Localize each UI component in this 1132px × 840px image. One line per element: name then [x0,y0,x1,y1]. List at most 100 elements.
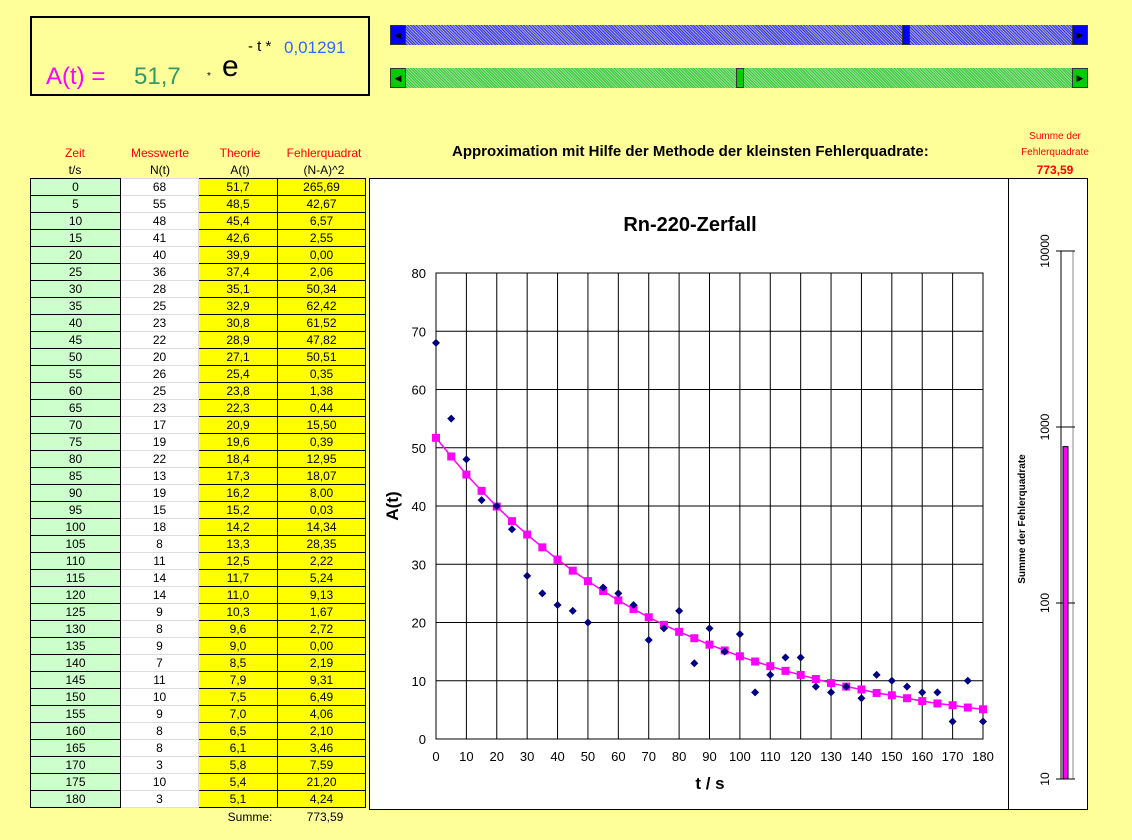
measured-point [492,502,501,510]
cell-messwert[interactable]: 18 [120,518,199,536]
cell-zeit: 170 [30,756,121,774]
error-sum-chart: 10 100 1000 10000 Summe der Fehlerquadrate [1008,178,1088,810]
a0-value: 51,7 [134,63,181,90]
scroll-right-arrow-icon[interactable]: ▶ [1072,25,1088,45]
table-row: 80 22 18,4 12,95 [30,450,366,468]
cell-messwert[interactable]: 3 [120,790,199,808]
cell-messwert[interactable]: 15 [120,501,199,519]
table-row: 0 68 51,7 265,69 [30,178,366,196]
decay-chart: Rn-220-Zerfall 0 10 20 30 40 50 60 70 80 90 100 110 1… [369,178,1009,810]
cell-fehlerquadrat: 8,00 [277,484,366,502]
table-row: 165 8 6,1 3,46 [30,739,366,757]
measured-point [523,571,532,580]
theory-point [644,613,653,622]
error-sum-axis-label: Summe der Fehlerquadrate [1017,454,1028,584]
cell-messwert[interactable]: 3 [120,756,199,774]
cell-messwert[interactable]: 25 [120,382,199,400]
y-tick-label: 60 [412,383,426,398]
header-zeit: Zeit [64,146,85,160]
cell-messwert[interactable]: 19 [120,433,199,451]
scroll-right-arrow-icon[interactable]: ▶ [1072,68,1088,88]
cell-fehlerquadrat: 15,50 [277,416,366,434]
cell-messwert[interactable]: 22 [120,331,199,349]
measured-point [735,630,744,639]
cell-fehlerquadrat: 3,46 [277,739,366,757]
cell-theorie: 45,4 [198,212,278,230]
scroll-thumb[interactable] [736,68,744,88]
measured-point [842,682,851,691]
cell-messwert[interactable]: 14 [120,586,199,604]
cell-messwert[interactable]: 8 [120,739,199,757]
cell-fehlerquadrat: 0,44 [277,399,366,417]
cell-messwert[interactable]: 7 [120,654,199,672]
measured-point [599,583,608,592]
cell-messwert[interactable]: 55 [120,195,199,213]
cell-messwert[interactable]: 9 [120,603,199,621]
cell-messwert[interactable]: 11 [120,671,199,689]
theory-point [979,705,987,714]
header-messwerte: Messwerte [130,146,189,160]
cell-theorie: 28,9 [198,331,278,349]
theory-point [690,634,699,643]
cell-messwert[interactable]: 11 [120,552,199,570]
cell-messwert[interactable]: 36 [120,263,199,281]
cell-messwert[interactable]: 68 [120,178,199,196]
cell-messwert[interactable]: 17 [120,416,199,434]
summe-label: Summe: [227,810,273,824]
cell-messwert[interactable]: 13 [120,467,199,485]
cell-theorie: 30,8 [198,314,278,332]
cell-messwert[interactable]: 28 [120,280,199,298]
table-row: 130 8 9,6 2,72 [30,620,366,638]
cell-zeit: 95 [30,501,121,519]
formula-box: A(t) = 51,7 * e - t * 0,01291 [30,16,370,96]
cell-zeit: 90 [30,484,121,502]
cell-zeit: 135 [30,637,121,655]
k-scrollbar[interactable]: ◀ ▶ [390,68,1088,88]
cell-messwert[interactable]: 23 [120,314,199,332]
cell-theorie: 11,0 [198,586,278,604]
cell-zeit: 80 [30,450,121,468]
cell-messwert[interactable]: 41 [120,229,199,247]
cell-messwert[interactable]: 8 [120,535,199,553]
scroll-left-arrow-icon[interactable]: ◀ [390,25,406,45]
header-theorie: Theorie [219,146,261,160]
scroll-left-arrow-icon[interactable]: ◀ [390,68,406,88]
cell-messwert[interactable]: 25 [120,297,199,315]
table-row: 25 36 37,4 2,06 [30,263,366,281]
measured-point [659,624,668,633]
theory-point [827,679,836,688]
x-tick-label: 0 [432,749,439,764]
cell-messwert[interactable]: 22 [120,450,199,468]
a0-scrollbar[interactable]: ◀ ▶ [390,25,1088,45]
cell-messwert[interactable]: 48 [120,212,199,230]
cell-messwert[interactable]: 20 [120,348,199,366]
cell-messwert[interactable]: 9 [120,705,199,723]
cell-messwert[interactable]: 8 [120,620,199,638]
cell-zeit: 75 [30,433,121,451]
scroll-thumb[interactable] [901,25,910,45]
table-row: 50 20 27,1 50,51 [30,348,366,366]
cell-messwert[interactable]: 10 [120,773,199,791]
cell-theorie: 7,0 [198,705,278,723]
cell-messwert[interactable]: 19 [120,484,199,502]
cell-zeit: 15 [30,229,121,247]
cell-messwert[interactable]: 10 [120,688,199,706]
cell-messwert[interactable]: 8 [120,722,199,740]
cell-fehlerquadrat: 2,55 [277,229,366,247]
cell-messwert[interactable]: 40 [120,246,199,264]
cell-messwert[interactable]: 23 [120,399,199,417]
table-row: 75 19 19,6 0,39 [30,433,366,451]
cell-fehlerquadrat: 1,38 [277,382,366,400]
cell-messwert[interactable]: 26 [120,365,199,383]
table-row: 160 8 6,5 2,10 [30,722,366,740]
cell-fehlerquadrat: 4,24 [277,790,366,808]
measured-point [796,653,805,662]
cell-fehlerquadrat: 6,49 [277,688,366,706]
cell-messwert[interactable]: 9 [120,637,199,655]
cell-zeit: 85 [30,467,121,485]
cell-messwert[interactable]: 14 [120,569,199,587]
theory-point [766,662,775,671]
measured-point [705,624,714,633]
measured-point [583,618,592,627]
measured-point [644,635,653,644]
